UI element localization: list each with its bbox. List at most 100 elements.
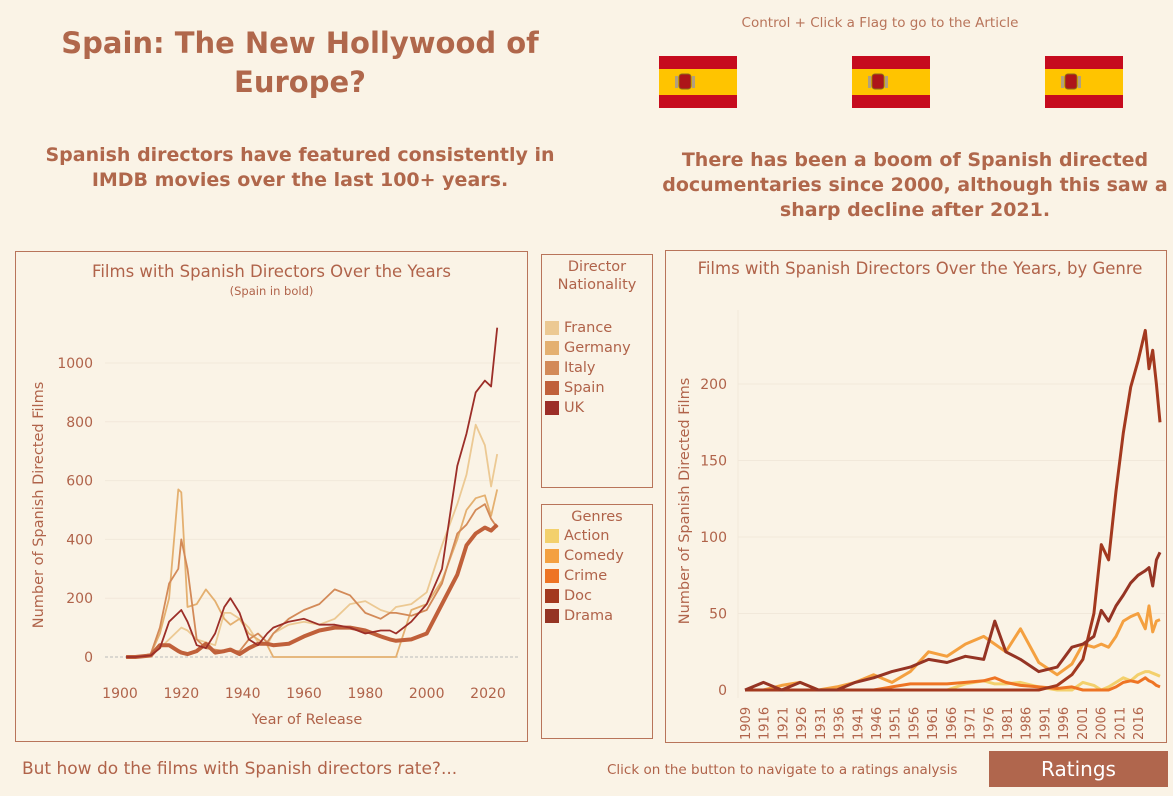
legend-swatch <box>545 589 559 603</box>
x-tick-label: 1961 <box>926 707 941 740</box>
x-tick-label: 1916 <box>758 707 773 740</box>
x-tick-label: 1940 <box>225 686 261 702</box>
y-tick-label: 50 <box>709 607 727 623</box>
legend-label: Germany <box>564 340 631 356</box>
y-tick-label: 400 <box>66 532 93 548</box>
series-line-italy[interactable] <box>126 503 498 658</box>
x-tick-label: 1920 <box>164 686 200 702</box>
x-tick-label: 1976 <box>982 707 997 740</box>
x-tick-label: 1941 <box>851 707 866 740</box>
legend-label: Drama <box>564 608 614 624</box>
page-title: Spain: The New Hollywood of Europe? <box>61 26 539 99</box>
flag-hint: Control + Click a Flag to go to the Arti… <box>741 15 1019 31</box>
x-tick-label: 1971 <box>964 707 979 740</box>
y-tick-label: 1000 <box>57 356 93 372</box>
x-tick-label: 1926 <box>795 707 810 740</box>
chart1-title: Films with Spanish Directors Over the Ye… <box>92 262 451 281</box>
legend-label: France <box>564 320 613 336</box>
x-tick-label: 1980 <box>348 686 384 702</box>
legend-swatch <box>545 609 559 623</box>
genre-chart-panel <box>665 250 1167 743</box>
x-tick-label: 1931 <box>814 707 829 740</box>
spain-flag-link-3[interactable] <box>1045 56 1123 108</box>
y-tick-label: 0 <box>718 683 727 699</box>
legend-swatch <box>545 381 559 395</box>
legend-item-action[interactable]: Action <box>542 526 652 546</box>
x-axis-label: Year of Release <box>251 712 363 728</box>
x-tick-label: 1981 <box>1001 707 1016 740</box>
x-tick-label: 1991 <box>1038 707 1053 740</box>
x-tick-label: 2000 <box>409 686 445 702</box>
y-tick-label: 800 <box>66 415 93 431</box>
series-line-france[interactable] <box>126 423 499 658</box>
genre-legend: Genres Action Comedy Crime Doc Drama <box>541 504 653 739</box>
legend-label: UK <box>564 400 585 416</box>
legend-swatch <box>545 321 559 335</box>
legend-swatch <box>545 529 559 543</box>
legend-swatch <box>545 569 559 583</box>
legend-item-drama[interactable]: Drama <box>542 606 652 626</box>
x-tick-label: 1909 <box>739 707 754 740</box>
nationality-legend: Director Nationality France Germany Italy S… <box>541 254 653 488</box>
ratings-button[interactable]: Ratings <box>989 751 1168 787</box>
legend-item-crime[interactable]: Crime <box>542 566 652 586</box>
legend-swatch <box>545 549 559 563</box>
x-tick-label: 2011 <box>1113 707 1128 740</box>
x-tick-label: 2001 <box>1076 707 1091 740</box>
series-line-drama[interactable] <box>744 551 1162 692</box>
legend-item-italy[interactable]: Italy <box>542 358 652 378</box>
series-line-spain[interactable] <box>126 523 499 659</box>
legend-item-germany[interactable]: Germany <box>542 338 652 358</box>
y-axis-label: Number of Spanish Directed Films <box>31 382 47 628</box>
series-line-doc[interactable] <box>745 328 1162 692</box>
chart2-title: Films with Spanish Directors Over the Ye… <box>697 259 1143 278</box>
legend-item-doc[interactable]: Doc <box>542 586 652 606</box>
x-tick-label: 1960 <box>286 686 322 702</box>
legend-title: Genres <box>571 509 623 525</box>
ratings-question: But how do the films with Spanish direct… <box>22 759 458 779</box>
legend-label: Comedy <box>564 548 624 564</box>
x-tick-label: 2020 <box>470 686 506 702</box>
series-line-comedy[interactable] <box>745 604 1161 692</box>
x-tick-label: 1966 <box>945 707 960 740</box>
x-tick-label: 1946 <box>870 707 885 740</box>
legend-swatch <box>545 361 559 375</box>
x-tick-label: 2016 <box>1132 707 1147 740</box>
series-line-uk[interactable] <box>126 327 499 658</box>
legend-label: Crime <box>564 568 608 584</box>
legend-label: Action <box>564 528 610 544</box>
legend-item-uk[interactable]: UK <box>542 398 652 418</box>
legend-label: Italy <box>564 360 596 376</box>
ratings-nav-hint: Click on the button to navigate to a rat… <box>607 762 958 778</box>
legend-item-france[interactable]: France <box>542 318 652 338</box>
chart1-subtitle: (Spain in bold) <box>229 284 314 298</box>
x-tick-label: 1996 <box>1057 707 1072 740</box>
left-subtitle: Spanish directors have featured consiste… <box>45 144 555 191</box>
legend-swatch <box>545 401 559 415</box>
x-tick-label: 1936 <box>833 707 848 740</box>
series-line-action[interactable] <box>745 670 1161 692</box>
legend-item-spain[interactable]: Spain <box>542 378 652 398</box>
legend-label: Spain <box>564 380 605 396</box>
y-tick-label: 600 <box>66 474 93 490</box>
x-tick-label: 1951 <box>889 707 904 740</box>
y-tick-label: 200 <box>66 591 93 607</box>
legend-swatch <box>545 341 559 355</box>
spain-flag-link-2[interactable] <box>852 56 930 108</box>
nationality-chart-panel <box>15 251 528 742</box>
right-subtitle: There has been a boom of Spanish directe… <box>662 149 1168 221</box>
x-tick-label: 1956 <box>907 707 922 740</box>
x-tick-label: 1986 <box>1020 707 1035 740</box>
x-tick-label: 2006 <box>1095 707 1110 740</box>
spain-flag-link-1[interactable] <box>659 56 737 108</box>
x-tick-label: 1900 <box>102 686 138 702</box>
y-tick-label: 150 <box>700 454 727 470</box>
x-tick-label: 1921 <box>776 707 791 740</box>
legend-title: Director Nationality <box>557 259 637 293</box>
y-tick-label: 100 <box>700 530 727 546</box>
y-tick-label: 200 <box>700 377 727 393</box>
nationality-line-chart: 0 200 400 600 800 1000 1900 1920 1940 1960 1980 200… <box>31 327 520 728</box>
legend-item-comedy[interactable]: Comedy <box>542 546 652 566</box>
y-axis-label: Number of Spanish Directed Films <box>677 378 693 624</box>
